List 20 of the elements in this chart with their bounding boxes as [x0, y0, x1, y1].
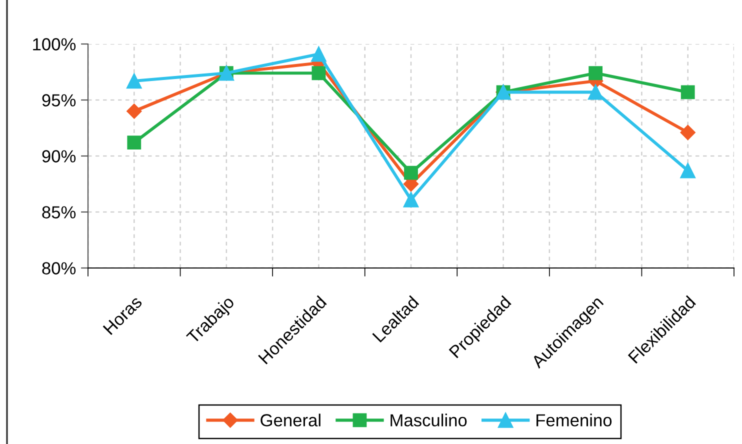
legend-label: Femenino [536, 414, 612, 426]
point [403, 192, 419, 208]
point [588, 84, 604, 100]
y-tick-label: 80% [42, 262, 76, 274]
point [127, 136, 142, 150]
y-tick-label: 90% [42, 150, 76, 162]
point [311, 46, 326, 62]
point [404, 166, 418, 180]
point [588, 66, 603, 80]
point [680, 162, 696, 178]
legend-label: Masculino [390, 414, 467, 426]
point [680, 124, 696, 140]
point [126, 104, 142, 119]
point [312, 66, 326, 80]
y-tick-label: 95% [42, 94, 76, 106]
y-tick-label: 85% [42, 206, 76, 218]
legend-label: General [260, 414, 320, 426]
point [680, 85, 695, 100]
y-tick-label: 100% [33, 38, 76, 50]
point [126, 73, 142, 89]
